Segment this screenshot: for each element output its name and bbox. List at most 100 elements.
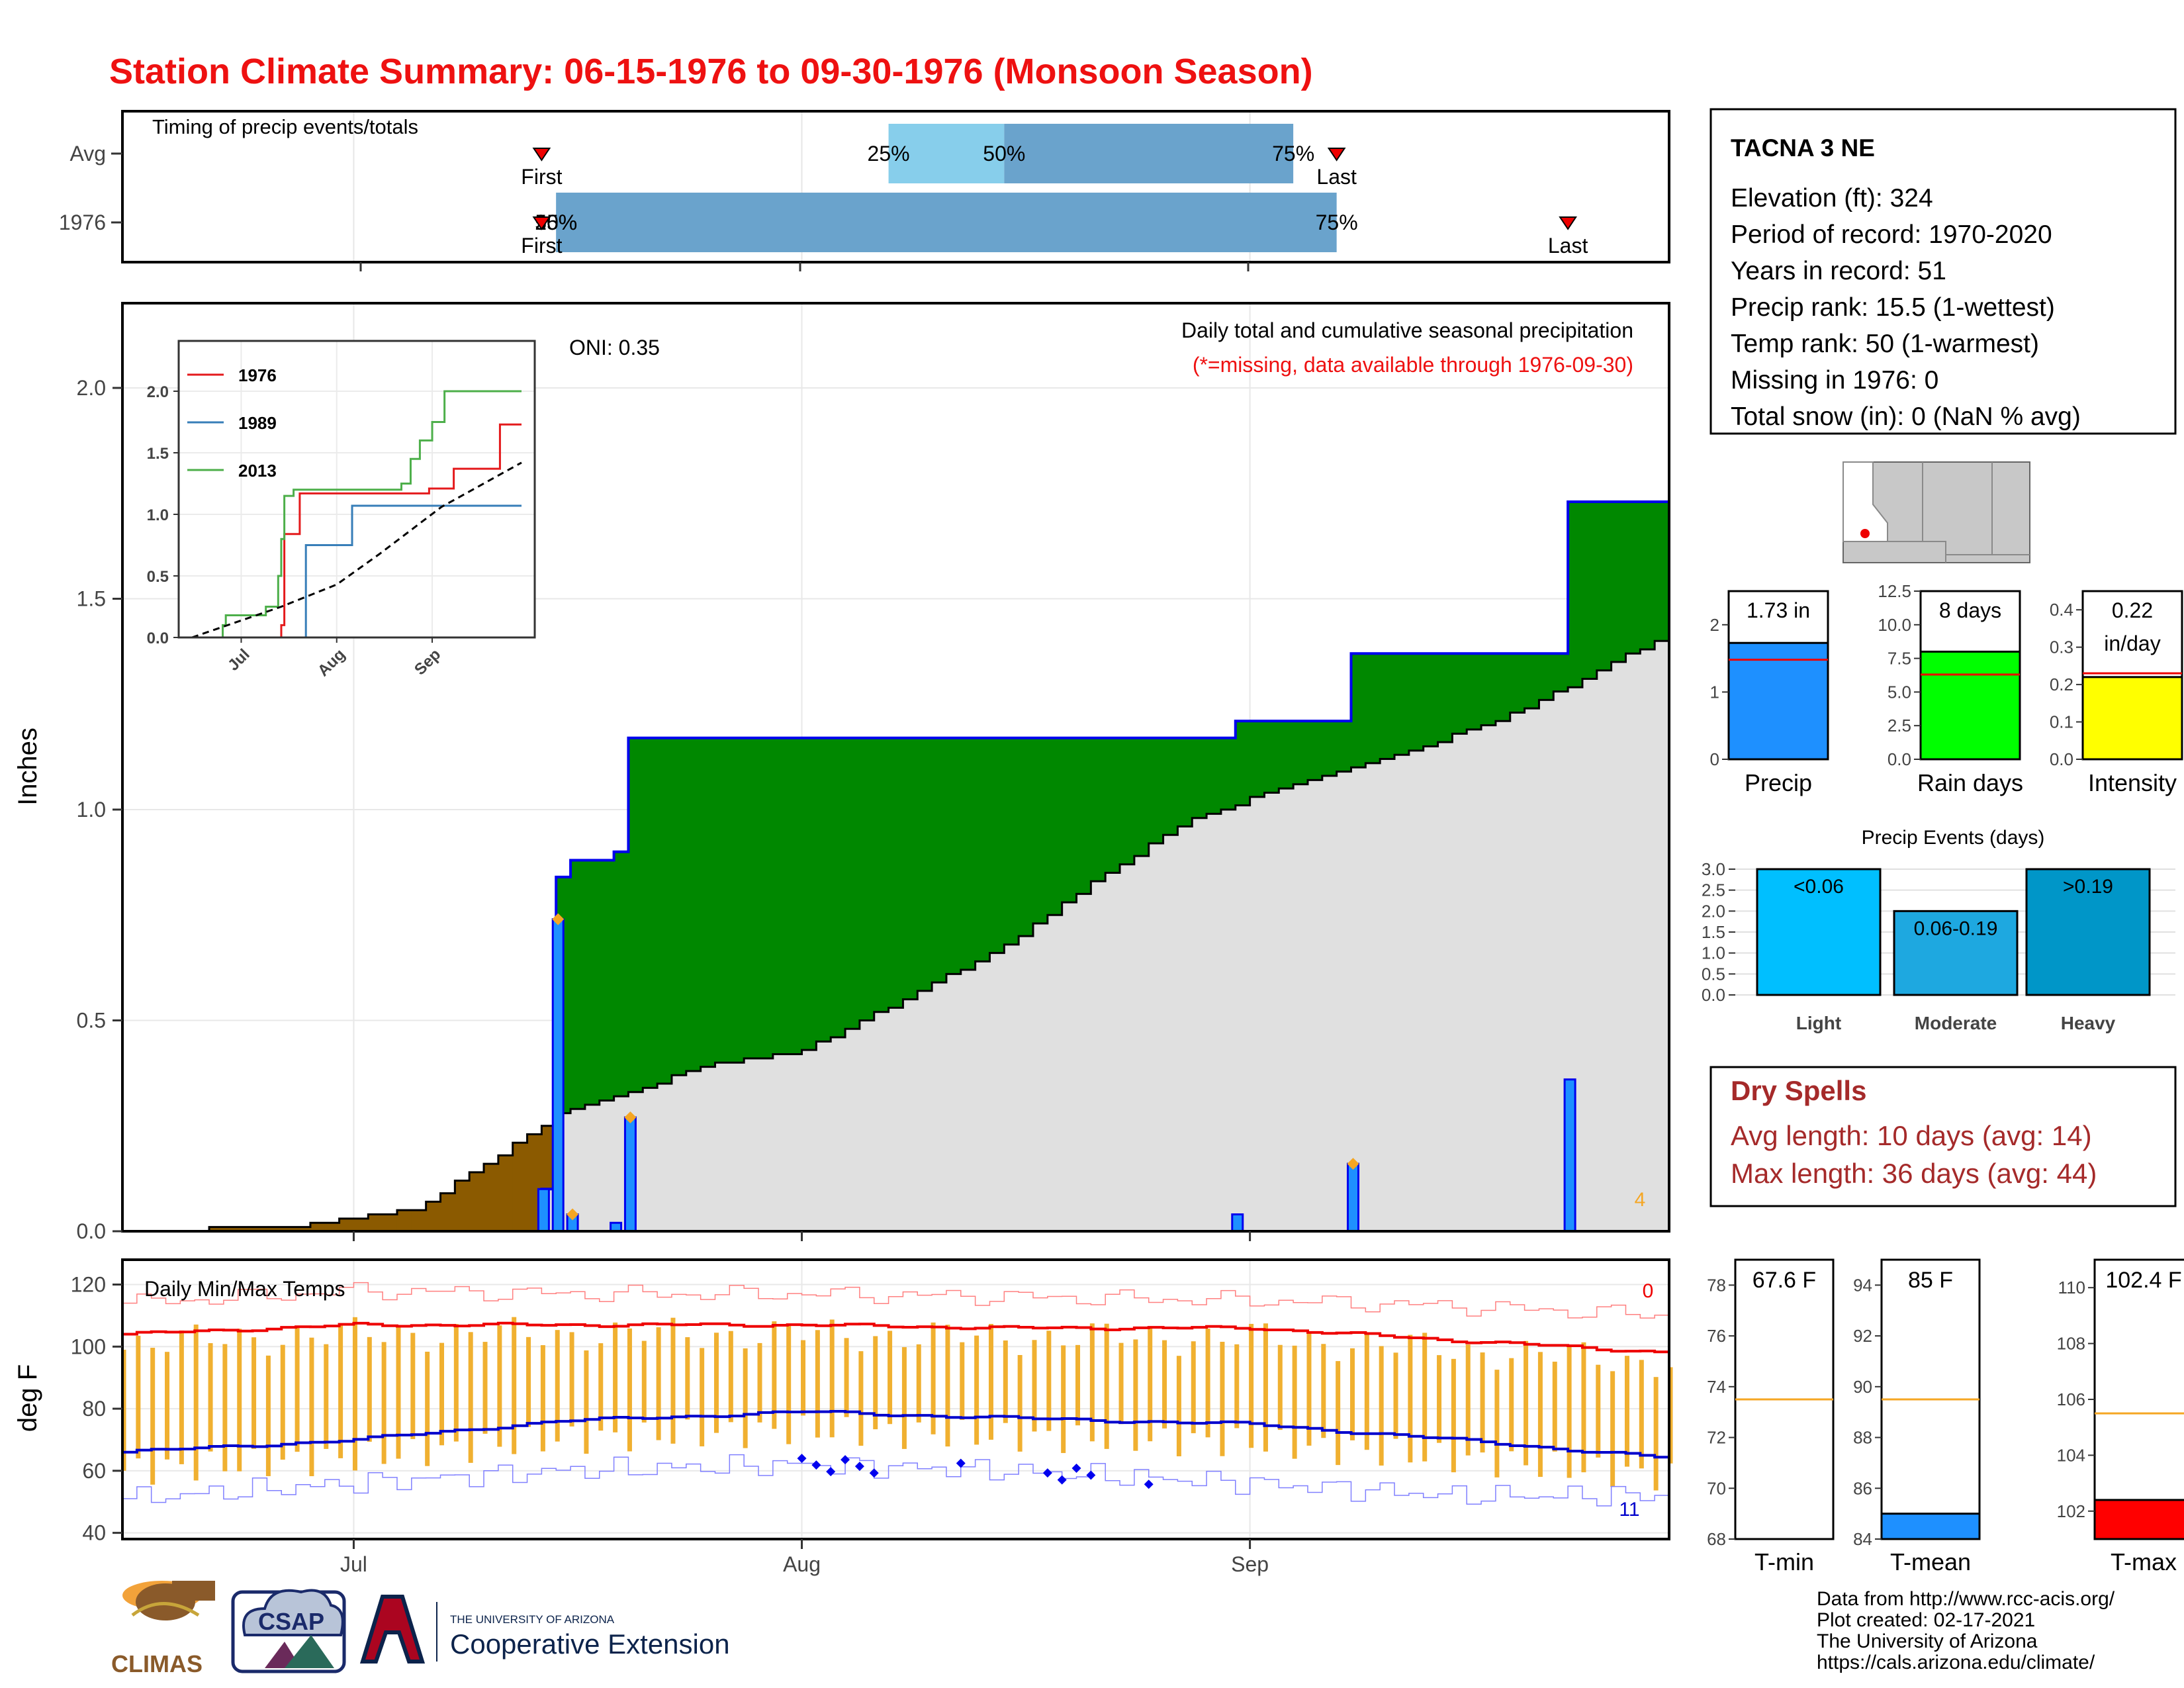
timing-q25-label: 25% (868, 142, 910, 165)
inset-ytick-label: 1.0 (147, 506, 169, 524)
inset-chart: 0.00.51.01.52.0 Jul Aug Sep 1976 1989 2013 (147, 340, 536, 680)
daily-temp-bar (453, 1324, 459, 1442)
daily-temp-bar (265, 1355, 271, 1476)
missing-note: (*=missing, data available through 1976-… (1193, 353, 1633, 377)
station-years: Years in record: 51 (1731, 257, 1946, 285)
temp-box-t-max: 102.4 F 102 104 106 108 110 T-max (2057, 1258, 2184, 1575)
daily-temp-bar (540, 1345, 545, 1452)
station-name: TACNA 3 NE (1731, 134, 1875, 162)
precip-marker (567, 1208, 579, 1221)
daily-temp-bar (526, 1336, 531, 1427)
daily-temp-bar (1263, 1323, 1268, 1452)
temp-box-label: T-max (2111, 1548, 2177, 1575)
cum-above-avg (1220, 737, 1236, 810)
events-category: Moderate (1915, 1013, 1997, 1033)
temp-value-label: 67.6 F (1752, 1268, 1816, 1293)
daily-temp-bar (901, 1347, 907, 1449)
daily-temp-bar (1176, 1356, 1181, 1456)
temp-box-t-mean: 85 F 84 86 88 90 92 94 T-mean (1853, 1258, 1981, 1575)
temp-panel: 40 60 80 100 120 Jul Aug Sep Daily Min/Max Tem… (13, 1258, 1673, 1576)
record-low-marker (826, 1467, 836, 1477)
temp-ytick-label: 94 (1853, 1275, 1872, 1295)
summary-ytick-label: 5.0 (1888, 682, 1911, 702)
daily-temp-bar (1277, 1344, 1283, 1430)
cum-above-avg (1293, 721, 1308, 784)
temp-value-bar (2093, 1499, 2184, 1540)
summary-value-label: 8 days (1939, 598, 2001, 622)
cum-above-avg (859, 737, 875, 1021)
daily-temp-bar (569, 1332, 574, 1427)
daily-temp-bar (1162, 1340, 1167, 1429)
timing-panel-label: Timing of precip events/totals (152, 115, 418, 138)
daily-temp-bar (1191, 1341, 1196, 1434)
legend-1976: 1976 (238, 365, 277, 385)
summary-ytick-label: 10.0 (1878, 615, 1911, 635)
timing-last-label: Last (1316, 165, 1357, 189)
precip-caption: Daily total and cumulative seasonal prec… (1181, 318, 1633, 342)
cumulative-1976-line (540, 500, 1669, 1231)
summary-ytick-label: 7.5 (1888, 649, 1911, 669)
footer-url: https://cals.arizona.edu/climate/ (1817, 1652, 2095, 1673)
cum-above-avg (1206, 737, 1222, 814)
temp-ytick-label: 74 (1707, 1377, 1726, 1397)
daily-temp-bar (945, 1325, 950, 1447)
station-elevation: Elevation (ft): 324 (1731, 184, 1933, 212)
summary-ytick-label: 0.4 (2050, 600, 2073, 620)
inset-ytick-label: 0.0 (147, 630, 169, 647)
daily-temp-bar (728, 1331, 733, 1423)
summary-ytick-label: 0 (1710, 749, 1719, 769)
daily-temp-bar (916, 1344, 921, 1423)
avg-cumulative-line (122, 639, 1669, 1233)
daily-temp-bar (309, 1337, 314, 1477)
cum-above-avg (1192, 737, 1207, 818)
daily-temp-bar (208, 1343, 213, 1452)
summary-ytick-label: 0.3 (2050, 637, 2073, 657)
daily-temp-bar (1653, 1377, 1659, 1491)
precip-ytick-label: 0.0 (77, 1219, 106, 1243)
cum-below-avg (411, 1210, 427, 1231)
daily-temp-bar (425, 1351, 430, 1466)
cum-above-avg (1004, 737, 1019, 945)
summary-ytick-label: 0.2 (2050, 675, 2073, 694)
record-low-marker (854, 1462, 864, 1472)
temp-frame (2093, 1258, 2184, 1540)
cum-below-avg (368, 1214, 383, 1231)
temp-xtick-label: Sep (1231, 1552, 1269, 1576)
daily-temp-bar (1089, 1323, 1095, 1442)
cum-below-avg (396, 1210, 412, 1231)
daily-temp-bar (844, 1338, 849, 1417)
summary-label: Precip (1745, 769, 1812, 796)
cum-below-avg (223, 1227, 239, 1231)
inset-ytick-label: 1.5 (147, 445, 169, 463)
temp-ytick-label: 84 (1853, 1529, 1872, 1549)
cum-below-avg (209, 1227, 224, 1231)
temp-ytick-label: 86 (1853, 1478, 1872, 1498)
cum-above-avg (1279, 721, 1294, 789)
daily-temp-bar (1610, 1371, 1615, 1487)
daily-temp-bar (1408, 1335, 1413, 1463)
cum-above-avg (1423, 653, 1439, 747)
cum-above-avg (1047, 737, 1063, 915)
daily-temp-bar (468, 1332, 473, 1463)
temp-ytick-label: 40 (82, 1521, 106, 1545)
cum-above-avg (874, 737, 889, 1012)
cum-above-avg (1467, 653, 1482, 729)
record-low-marker (1042, 1468, 1052, 1478)
events-ytick-label: 0.0 (1702, 985, 1725, 1005)
summary-ytick-label: 0.1 (2050, 712, 2073, 732)
cum-above-avg (1076, 737, 1091, 894)
inset-average-line (191, 461, 522, 639)
cum-above-avg (1120, 737, 1135, 865)
daily-temp-bar (367, 1336, 372, 1442)
summary-ytick-label: 0.0 (1888, 749, 1911, 769)
daily-temp-bar (1133, 1339, 1138, 1451)
temp-ytick-label: 106 (2057, 1389, 2085, 1409)
cum-above-avg (845, 737, 860, 1029)
record-low-marker (841, 1455, 850, 1465)
timing-last-marker (1559, 216, 1577, 230)
temp-ytick-label: 120 (71, 1273, 106, 1297)
events-bar-label: <0.06 (1794, 876, 1844, 898)
cum-above-avg (1032, 737, 1048, 923)
cum-above-avg (831, 737, 846, 1037)
precip-panel: 0.0 0.5 1.0 1.5 2.0 Inches ONI: 0.35 Daily t… (13, 302, 1670, 1243)
